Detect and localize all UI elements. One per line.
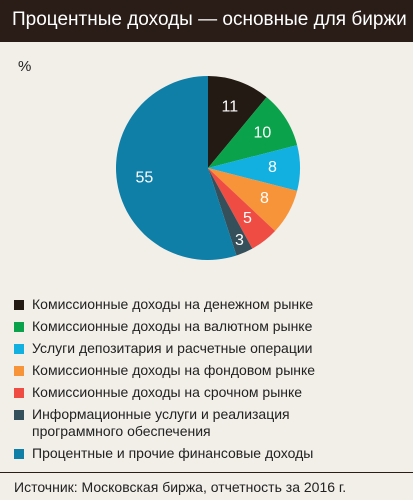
value-label: 8 bbox=[260, 190, 269, 207]
legend-swatch bbox=[14, 388, 24, 398]
value-label: 5 bbox=[243, 210, 252, 227]
legend-label: Комиссионные доходы на денежном рынке bbox=[32, 296, 314, 312]
legend-swatch bbox=[14, 366, 24, 376]
legend-label: Комиссионные доходы на срочном рынке bbox=[32, 384, 303, 400]
legend-label: Услуги депозитария и расчетные операции bbox=[32, 340, 313, 356]
pie-slice bbox=[208, 97, 298, 168]
legend-item: Комиссионные доходы на фондовом рынке bbox=[14, 362, 344, 379]
legend-item: Процентные и прочие финансовые доходы bbox=[14, 445, 344, 462]
header: Процентные доходы — основные для биржи bbox=[0, 0, 413, 42]
legend-swatch bbox=[14, 300, 24, 310]
pie-slice bbox=[115, 76, 237, 260]
legend: Комиссионные доходы на денежном рынке Ком… bbox=[14, 296, 344, 467]
value-label: 11 bbox=[222, 99, 239, 116]
value-label: 8 bbox=[268, 159, 277, 176]
legend-swatch bbox=[14, 322, 24, 332]
legend-item: Комиссионные доходы на валютном рынке bbox=[14, 318, 344, 335]
legend-label: Процентные и прочие финансовые доходы bbox=[32, 445, 314, 461]
pie-slice bbox=[208, 168, 253, 256]
unit-label: % bbox=[18, 58, 32, 75]
legend-label: Информационные услуги и реализация прогр… bbox=[32, 406, 290, 439]
chart-title: Процентные доходы — основные для биржи bbox=[12, 9, 407, 30]
divider bbox=[0, 472, 413, 473]
legend-swatch bbox=[14, 344, 24, 354]
legend-swatch bbox=[14, 410, 24, 420]
legend-item: Услуги депозитария и расчетные операции bbox=[14, 340, 344, 357]
value-label: 3 bbox=[235, 232, 244, 249]
pie-slice bbox=[208, 168, 298, 231]
value-label: 10 bbox=[253, 125, 271, 142]
pie-slice bbox=[208, 168, 276, 249]
legend-label: Комиссионные доходы на фондовом рынке bbox=[32, 362, 316, 378]
source: Источник: Московская биржа, отчетность з… bbox=[14, 479, 347, 495]
legend-item: Комиссионные доходы на денежном рынке bbox=[14, 296, 344, 313]
legend-swatch bbox=[14, 449, 24, 459]
value-label: 55 bbox=[135, 169, 153, 186]
legend-label: Комиссионные доходы на валютном рынке bbox=[32, 318, 313, 334]
legend-item: Комиссионные доходы на срочном рынке bbox=[14, 384, 344, 401]
legend-item: Информационные услуги и реализация прогр… bbox=[14, 406, 344, 440]
pie-slice bbox=[208, 76, 267, 168]
pie-slice bbox=[208, 145, 300, 191]
